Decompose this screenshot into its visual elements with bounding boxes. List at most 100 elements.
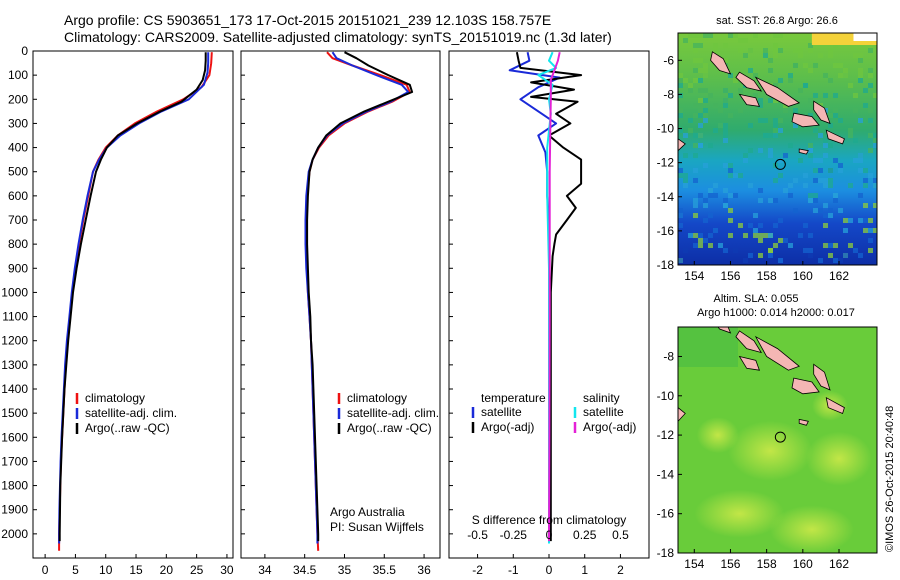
sst-pixel [763, 133, 768, 138]
sst-pixel [688, 128, 693, 133]
legend-label: Argo(..raw -QC) [85, 421, 170, 435]
y-tick-label: 500 [8, 165, 28, 179]
sst-pixel [783, 188, 788, 193]
sst-pixel [698, 108, 703, 113]
sst-pixel [703, 108, 708, 113]
sst-pixel [698, 43, 703, 48]
y-tick-label: 1700 [1, 454, 28, 468]
sst-pixel [778, 158, 783, 163]
sst-pixel [818, 168, 823, 173]
island-shape [791, 112, 820, 128]
y-tick-label: 700 [8, 213, 28, 227]
sst-pixel [683, 38, 688, 43]
sla-high-patch [696, 417, 739, 454]
sst-pixel [813, 63, 818, 68]
sst-pixel [808, 43, 813, 48]
sst-pixel [828, 253, 833, 258]
sst-pixel [753, 213, 758, 218]
sst-pixel [873, 143, 877, 148]
sst-pixel [773, 128, 778, 133]
sst-pixel [713, 193, 718, 198]
sst-pixel [698, 58, 703, 63]
sst-pixel [808, 98, 813, 103]
sst-pixel [868, 133, 873, 138]
pi-label: PI: Susan Wijffels [330, 520, 424, 534]
sst-pixel [858, 193, 863, 198]
y-tick-label: 600 [8, 189, 28, 203]
sst-pixel [728, 93, 733, 98]
sst-pixel [868, 48, 873, 53]
sst-pixel [693, 178, 698, 183]
sst-pixel [773, 243, 778, 248]
sst-pixel [813, 198, 818, 203]
sst-pixel [783, 108, 788, 113]
sst-pixel [723, 198, 728, 203]
sst-pixel [718, 123, 723, 128]
sst-pixel [678, 93, 683, 98]
island-shape [813, 363, 831, 391]
sst-pixel [798, 233, 803, 238]
sst-pixel [728, 208, 733, 213]
sst-pixel [828, 143, 833, 148]
sst-pixel [723, 188, 728, 193]
sst-pixel [748, 183, 753, 188]
sst-pixel [808, 113, 813, 118]
sst-pixel [848, 218, 853, 223]
sst-pixel [743, 158, 748, 163]
sst-pixel [803, 223, 808, 228]
sst-pixel [723, 133, 728, 138]
sst-pixel [863, 228, 868, 233]
sst-pixel [748, 48, 753, 53]
sst-pixel [773, 53, 778, 58]
legend-label: climatology [347, 391, 407, 405]
sst-pixel [843, 68, 848, 73]
y-tick-label: -6 [663, 53, 674, 67]
sst-pixel [833, 158, 838, 163]
sst-pixel [863, 218, 868, 223]
sst-pixel [733, 193, 738, 198]
sst-pixel [868, 83, 873, 88]
sst-pixel [723, 88, 728, 93]
sst-pixel [708, 243, 713, 248]
sst-pixel [693, 103, 698, 108]
island-shape [735, 330, 763, 354]
sst-pixel [723, 203, 728, 208]
sst-pixel [753, 33, 758, 38]
sst-pixel [703, 218, 708, 223]
sst-pixel [733, 173, 738, 178]
sst-pixel [698, 68, 703, 73]
sla-map-title: Altim. SLA: 0.055 [714, 293, 799, 305]
sla-low-patch [678, 327, 738, 367]
sst-pixel [818, 258, 823, 263]
sst-pixel [793, 208, 798, 213]
sst-pixel [768, 98, 773, 103]
sst-pixel [838, 163, 843, 168]
legend-label: satellite [583, 405, 624, 419]
sst-pixel [823, 243, 828, 248]
sst-pixel [803, 173, 808, 178]
sst-pixel [823, 203, 828, 208]
panel-difference: -2-1012T difference from climatology [448, 50, 650, 580]
s-diff-tick-label: -0.25 [500, 528, 528, 542]
sst-pixel [868, 173, 873, 178]
x-tick-label: 158 [757, 269, 777, 283]
sst-pixel [828, 113, 833, 118]
sst-pixel [823, 73, 828, 78]
sst-pixel [698, 123, 703, 128]
sst-pixel [873, 133, 877, 138]
sst-pixel [863, 103, 868, 108]
sst-pixel [823, 223, 828, 228]
sst-pixel [798, 88, 803, 93]
x-tick-label: 10 [99, 563, 113, 577]
legend-label: Argo(-adj) [481, 420, 534, 434]
sst-pixel [708, 188, 713, 193]
sst-pixel [728, 163, 733, 168]
sst-pixel [848, 243, 853, 248]
sst-pixel [738, 108, 743, 113]
sst-pixel [803, 63, 808, 68]
sst-pixel [813, 158, 818, 163]
series-line-t-satellite [508, 51, 561, 544]
sst-pixel [678, 78, 683, 83]
sst-pixel [858, 118, 863, 123]
sst-pixel [843, 253, 848, 258]
